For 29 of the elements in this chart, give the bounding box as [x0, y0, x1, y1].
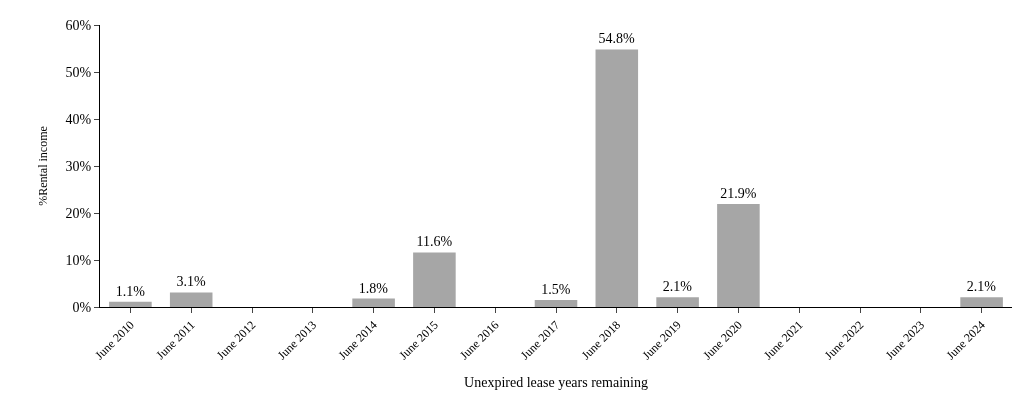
data-label: 11.6% — [416, 234, 453, 250]
x-tick-label: June 2021 — [761, 317, 806, 363]
y-tick-label: 20% — [65, 205, 92, 221]
y-tick-label: 50% — [65, 64, 92, 80]
bar — [109, 301, 152, 307]
data-label: 21.9% — [720, 186, 757, 202]
data-label: 1.8% — [358, 280, 389, 296]
bar — [169, 292, 213, 307]
bar — [413, 252, 456, 307]
bar — [595, 49, 639, 307]
data-label: 1.5% — [541, 281, 571, 297]
bar — [534, 299, 578, 307]
bar — [656, 297, 699, 307]
x-tick-label: June 2011 — [153, 317, 198, 363]
bar — [352, 298, 395, 307]
y-tick-label: 10% — [65, 252, 92, 268]
data-label: 3.1% — [176, 274, 206, 290]
data-label: 2.1% — [662, 279, 693, 295]
x-axis-title: Unexpired lease years remaining — [464, 374, 648, 390]
data-label: 54.8% — [598, 31, 636, 47]
data-label: 1.1% — [115, 283, 146, 299]
y-axis-title: %Rental income — [35, 126, 50, 206]
y-tick-label: 40% — [65, 111, 92, 127]
y-tick-label: 60% — [65, 17, 92, 33]
bar — [717, 204, 760, 307]
bar — [960, 297, 1003, 307]
data-label: 2.1% — [966, 279, 997, 295]
y-tick-label: 0% — [72, 299, 92, 315]
y-tick-label: 30% — [65, 158, 92, 174]
